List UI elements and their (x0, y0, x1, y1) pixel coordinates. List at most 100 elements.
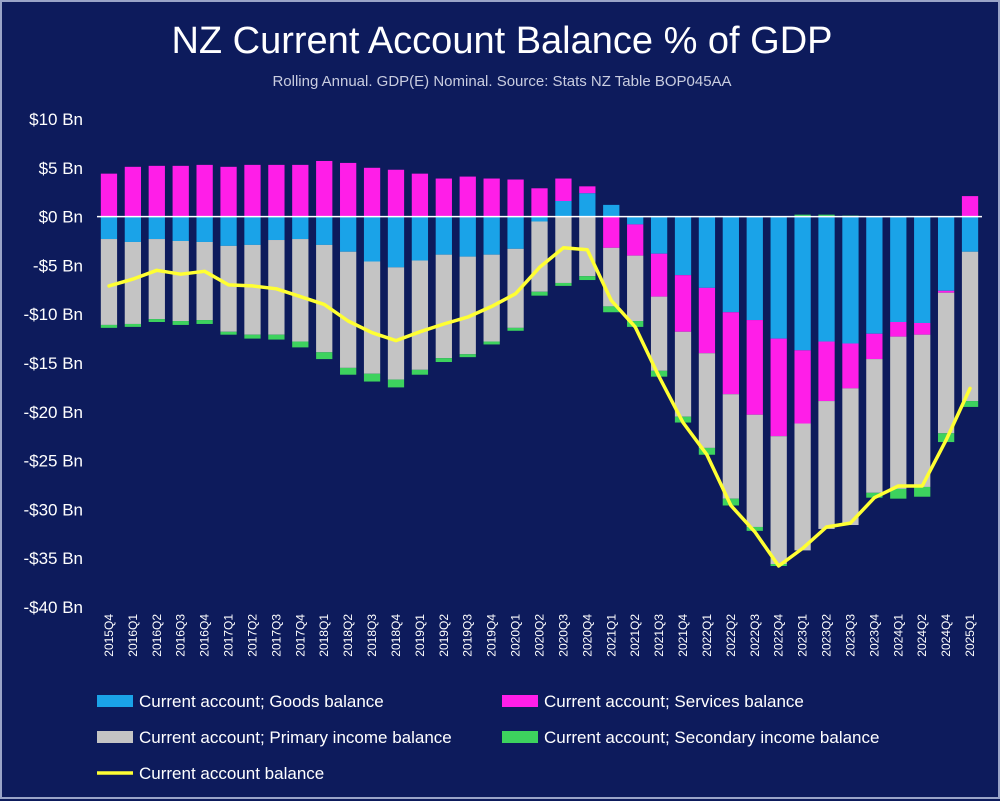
bar-segment (459, 256, 476, 355)
x-tick-label: 2022Q1 (700, 614, 714, 657)
bar-segment (316, 216, 333, 245)
bar-segment (579, 193, 596, 217)
bar-segment (363, 261, 381, 374)
bar-segment (292, 341, 309, 348)
bar-segment (459, 216, 476, 257)
bar-segment (818, 401, 835, 529)
bar-segment (818, 214, 835, 217)
bar-segment (411, 216, 429, 261)
bar-segment (124, 216, 142, 242)
x-tick-label: 2015Q4 (102, 614, 116, 657)
bar-segment (196, 164, 213, 217)
chart-title: NZ Current Account Balance % of GDP (171, 20, 833, 62)
bar-segment (483, 216, 500, 255)
x-tick-label: 2024Q4 (939, 614, 953, 657)
x-tick-label: 2019Q1 (413, 614, 427, 657)
bar-segment (579, 276, 596, 281)
bar-segment (244, 164, 261, 217)
bar-segment (435, 216, 452, 255)
x-tick-label: 2020Q2 (533, 614, 547, 657)
bar-segment (148, 319, 165, 323)
bar-segment (100, 239, 118, 325)
bar-segment (459, 354, 476, 358)
bar-segment (507, 216, 524, 249)
bar-segment (268, 164, 285, 217)
bar-segment (866, 359, 883, 493)
bar-segment (674, 275, 692, 332)
bar-segment (650, 216, 668, 254)
bar-segment (387, 169, 405, 217)
legend-label: Current account; Services balance (544, 692, 804, 711)
bar-segment (411, 369, 429, 375)
bar-segment (387, 216, 405, 268)
bar-segment (746, 414, 763, 527)
x-tick-label: 2021Q4 (676, 614, 690, 657)
legend-label: Current account; Secondary income balanc… (544, 728, 879, 747)
x-tick-label: 2020Q3 (556, 614, 570, 657)
bar-segment (268, 334, 285, 340)
bar-segment (603, 204, 620, 217)
legend-label: Current account balance (139, 764, 324, 783)
bar-segment (650, 296, 668, 371)
x-tick-label: 2018Q1 (317, 614, 331, 657)
bar-segment (531, 188, 548, 217)
bar-segment (961, 216, 979, 252)
bar-segment (603, 306, 620, 313)
bar-segment (961, 251, 979, 402)
bar-segment (220, 216, 237, 246)
bar-segment (961, 401, 979, 407)
bar-segment (148, 216, 165, 240)
bar-segment (627, 216, 644, 225)
x-tick-label: 2024Q2 (915, 614, 929, 657)
bar-segment (794, 350, 811, 424)
bar-segment (483, 341, 500, 345)
x-tick-label: 2018Q4 (389, 614, 403, 657)
x-tick-label: 2024Q1 (891, 614, 905, 657)
bar-segment (698, 287, 716, 354)
bar-segment (842, 343, 859, 389)
x-tick-label: 2019Q3 (461, 614, 475, 657)
y-tick-label: -$10 Bn (23, 305, 83, 324)
bar-layer (100, 160, 979, 567)
x-tick-label: 2021Q1 (604, 614, 618, 657)
bar-segment (866, 333, 883, 360)
bar-segment (459, 176, 476, 217)
x-tick-label: 2020Q1 (509, 614, 523, 657)
bar-segment (340, 251, 357, 368)
bar-segment (674, 216, 692, 276)
y-tick-label: $0 Bn (39, 208, 83, 227)
x-tick-label: 2020Q4 (580, 614, 594, 657)
x-tick-label: 2023Q3 (843, 614, 857, 657)
bar-segment (292, 216, 309, 240)
legend-label: Current account; Primary income balance (139, 728, 452, 747)
chart-subtitle: Rolling Annual. GDP(E) Nominal. Source: … (272, 73, 732, 90)
bar-segment (435, 254, 452, 359)
x-tick-label: 2023Q1 (796, 614, 810, 657)
x-tick-label: 2016Q1 (126, 614, 140, 657)
bar-segment (770, 216, 787, 339)
y-tick-label: -$40 Bn (23, 598, 83, 617)
bar-segment (244, 334, 261, 339)
bar-segment (794, 214, 811, 217)
x-tick-label: 2023Q2 (820, 614, 834, 657)
y-tick-label: -$30 Bn (23, 500, 83, 519)
bar-segment (483, 178, 500, 217)
x-tick-label: 2017Q3 (269, 614, 283, 657)
x-tick-label: 2023Q4 (867, 614, 881, 657)
bar-segment (172, 165, 189, 217)
bar-segment (914, 322, 931, 335)
bar-segment (340, 162, 357, 217)
legend-swatch (502, 731, 538, 743)
bar-segment (961, 196, 979, 217)
bar-segment (627, 321, 644, 327)
bar-segment (483, 254, 500, 342)
legend-swatch (502, 695, 538, 707)
x-tick-label: 2022Q2 (724, 614, 738, 657)
current-account-balance-line (107, 246, 972, 568)
y-tick-label: -$25 Bn (23, 452, 83, 471)
x-tick-label: 2016Q2 (150, 614, 164, 657)
bar-segment (746, 216, 763, 321)
x-axis: 2015Q4 2016Q1 2016Q2 2016Q3 2016Q4 2017Q1 2017… (102, 614, 977, 657)
bar-segment (340, 367, 357, 375)
